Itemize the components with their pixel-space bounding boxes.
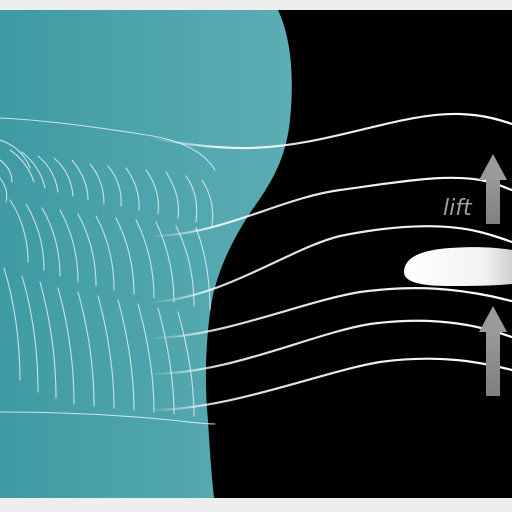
arrow-up-icon <box>479 306 507 396</box>
lift-label: lift <box>443 196 473 221</box>
streamline-5 <box>148 319 512 376</box>
streamline-6 <box>148 357 512 412</box>
wing-icon <box>0 117 216 425</box>
streamline-1 <box>0 112 512 150</box>
streamline-3 <box>148 225 512 304</box>
streamline-4 <box>148 287 512 340</box>
arrow-up-icon <box>479 154 507 224</box>
streamlines <box>0 112 512 412</box>
airfoil-icon <box>404 247 512 286</box>
